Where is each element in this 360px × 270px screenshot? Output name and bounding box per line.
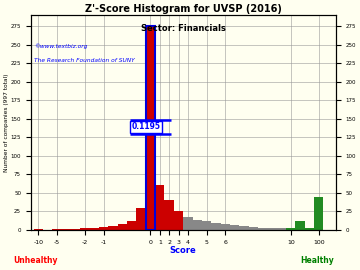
Text: The Research Foundation of SUNY: The Research Foundation of SUNY	[34, 58, 135, 63]
Bar	[230, 225, 239, 230]
Bar	[90, 228, 99, 230]
Bar	[71, 229, 80, 230]
Bar	[127, 221, 136, 230]
Text: Healthy: Healthy	[300, 256, 334, 265]
Bar	[80, 228, 90, 230]
Bar	[165, 200, 174, 230]
Text: ©www.textbiz.org: ©www.textbiz.org	[34, 43, 87, 49]
Bar	[258, 228, 267, 230]
Bar	[108, 226, 118, 230]
Bar	[277, 228, 286, 230]
Bar	[286, 228, 296, 230]
Title: Z'-Score Histogram for UVSP (2016): Z'-Score Histogram for UVSP (2016)	[85, 4, 282, 14]
Bar	[146, 26, 155, 230]
Bar	[155, 185, 165, 230]
Bar	[202, 221, 211, 230]
Bar	[193, 220, 202, 230]
Bar	[136, 208, 146, 230]
Bar	[211, 222, 221, 230]
Bar	[52, 229, 62, 230]
Bar	[146, 26, 155, 230]
Bar	[296, 221, 305, 230]
Bar	[99, 227, 108, 230]
Bar	[314, 197, 323, 230]
Bar	[267, 228, 277, 230]
Y-axis label: Number of companies (997 total): Number of companies (997 total)	[4, 73, 9, 172]
X-axis label: Score: Score	[170, 246, 197, 255]
Bar	[62, 229, 71, 230]
Bar	[183, 217, 193, 230]
Bar	[305, 228, 314, 230]
Bar	[239, 226, 249, 230]
Bar	[174, 211, 183, 230]
Text: 0.1195: 0.1195	[131, 122, 160, 131]
Bar	[249, 227, 258, 230]
Text: Sector: Financials: Sector: Financials	[141, 23, 226, 33]
Bar	[33, 229, 43, 230]
Bar	[221, 224, 230, 230]
Text: Unhealthy: Unhealthy	[14, 256, 58, 265]
Bar	[118, 224, 127, 230]
